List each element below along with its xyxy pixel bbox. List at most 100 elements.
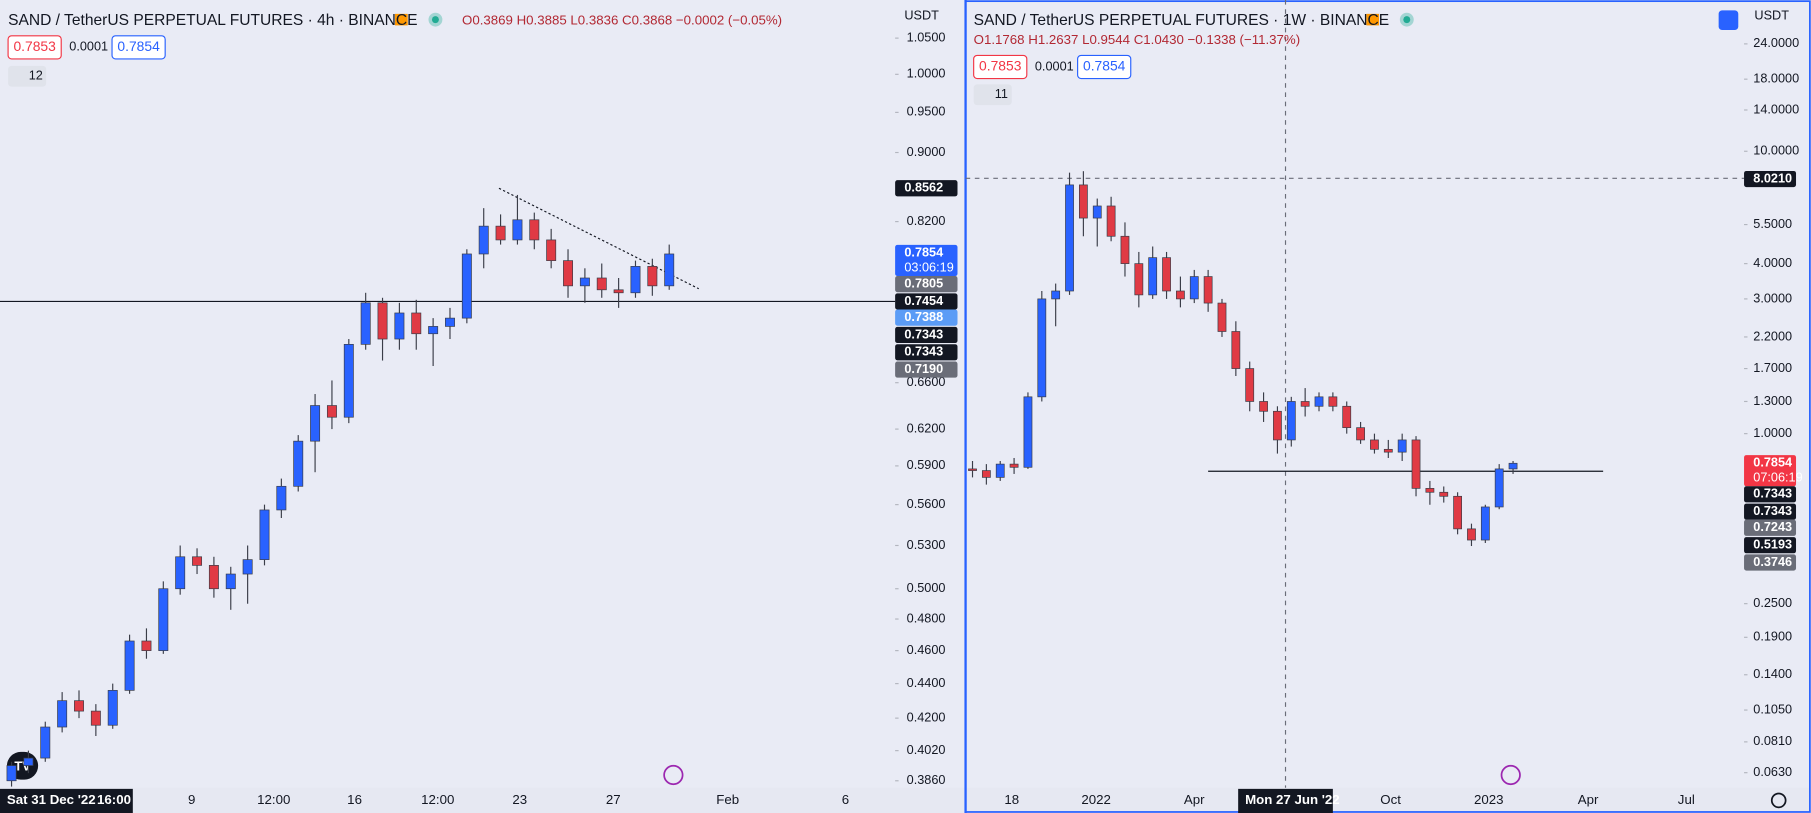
candle-body <box>1411 439 1421 489</box>
candle-body <box>326 405 337 418</box>
candle-body <box>1508 462 1518 470</box>
sell-button[interactable] <box>973 54 1028 80</box>
price-tick-label: 0.2500 <box>1753 596 1792 610</box>
candle-body <box>1342 405 1352 429</box>
sell-button[interactable] <box>7 35 62 60</box>
price-tick-label: 5.5000 <box>1753 217 1792 231</box>
price-tick-label: 24.0000 <box>1753 36 1799 50</box>
time-label: 27 <box>606 792 621 807</box>
price-tag <box>895 309 958 326</box>
candle-body <box>1120 235 1130 264</box>
candle-body <box>40 726 51 759</box>
price-tick-label: 1.3000 <box>1753 394 1792 408</box>
candle-body <box>1328 396 1338 407</box>
time-label: 2023 <box>1474 792 1504 807</box>
candle-body <box>613 289 624 294</box>
candle-body <box>596 277 607 291</box>
price-tick-label: 0.4200 <box>907 710 946 724</box>
event-icon[interactable] <box>1500 764 1521 786</box>
price-tick-label: 0.1400 <box>1753 667 1792 681</box>
price-tag <box>1744 170 1797 188</box>
price-tick-label: 0.3860 <box>907 773 946 787</box>
buy-button[interactable] <box>111 35 166 60</box>
crosshair-time: Mon 27 Jun '22 <box>1245 792 1340 807</box>
candle-body <box>1259 401 1268 412</box>
buy-button[interactable] <box>1077 54 1132 80</box>
price-tag <box>1744 537 1797 554</box>
time-label: 12:00 <box>421 792 454 807</box>
candle-body <box>343 344 354 418</box>
price-tag-label: 0.7243 <box>1753 520 1792 534</box>
candle-body <box>1286 401 1296 441</box>
flag-icon[interactable] <box>1366 13 1380 26</box>
candle-body <box>1245 368 1255 402</box>
candle-body <box>293 440 304 487</box>
price-tag <box>895 276 958 293</box>
ohlc-values: O0.3869 H0.3885 L0.3836 C0.3868 −0.0002 … <box>462 12 782 27</box>
crosshair-time: 16:00 <box>97 792 131 807</box>
time-axis-strip <box>0 787 1811 813</box>
candle-body <box>445 317 455 327</box>
sell-price: 0.7853 <box>979 58 1022 74</box>
price-tag-countdown: 07:06:19 <box>1753 471 1802 485</box>
candle-body <box>74 700 84 712</box>
candle-body <box>124 640 135 691</box>
price-tick-label: 1.0000 <box>907 67 946 81</box>
price-tag <box>1744 503 1797 520</box>
candle-body <box>1106 205 1116 237</box>
price-tag-label: 0.7343 <box>904 345 943 359</box>
time-label: Apr <box>1184 792 1205 807</box>
time-label: 2022 <box>1081 792 1111 807</box>
indicators-toggle[interactable] <box>8 65 47 87</box>
candle-body <box>57 700 68 728</box>
price-tag-label: 0.8562 <box>904 181 943 195</box>
time-label: Feb <box>716 792 739 807</box>
crosshair-time-box <box>1238 788 1333 813</box>
candle-body <box>968 468 977 471</box>
sync-button[interactable] <box>1718 10 1739 31</box>
candle-body <box>192 556 203 566</box>
candle-body <box>630 266 641 294</box>
price-tick-label: 14.0000 <box>1753 102 1799 116</box>
price-tag-label: 0.7388 <box>904 310 943 324</box>
price-tick-label: 0.5600 <box>907 497 946 511</box>
settings-icon[interactable] <box>1770 792 1787 809</box>
price-tick-label: 0.9000 <box>907 145 946 159</box>
price-tag-label: 0.7343 <box>904 327 943 341</box>
candle-body <box>1231 331 1241 369</box>
price-tick-label: 10.0000 <box>1753 144 1799 158</box>
candle-body <box>1023 396 1033 468</box>
currency[interactable]: USDT <box>1754 9 1789 23</box>
time-label: Jul <box>1678 792 1695 807</box>
indicators-count: 11 <box>995 87 1008 101</box>
price-tag-label: 0.3746 <box>1753 555 1792 569</box>
currency[interactable]: USDT <box>904 9 939 23</box>
candle-body <box>1370 439 1379 450</box>
price-tick-label: 0.5900 <box>907 458 946 472</box>
candle-body <box>1037 298 1047 398</box>
price-tick-label: 0.0630 <box>1753 765 1792 779</box>
price-tag-label: 0.7805 <box>904 276 943 290</box>
price-tick-label: 0.4600 <box>907 643 946 657</box>
time-label: Oct <box>1380 792 1401 807</box>
ohlc-values: O1.1768 H1.2637 L0.9544 C1.0430 −0.1338 … <box>974 32 1301 47</box>
candle-body <box>158 588 169 651</box>
status-dot <box>1403 16 1411 24</box>
time-label: 23 <box>512 792 527 807</box>
candle-body <box>208 565 219 590</box>
price-tick-label: 0.5300 <box>907 538 946 552</box>
event-icon[interactable] <box>663 764 684 786</box>
price-tag-label: 0.7854 <box>904 245 943 259</box>
price-tick-label: 1.0000 <box>1753 426 1792 440</box>
price-tick-label: 0.9500 <box>907 105 946 119</box>
price-tick-label: 3.0000 <box>1753 291 1792 305</box>
indicators-toggle[interactable] <box>973 84 1012 106</box>
status-dot <box>431 16 439 24</box>
flag-icon[interactable] <box>395 13 408 26</box>
price-tick-label: 18.0000 <box>1753 72 1799 86</box>
price-tag-label: 0.5193 <box>1753 538 1792 552</box>
